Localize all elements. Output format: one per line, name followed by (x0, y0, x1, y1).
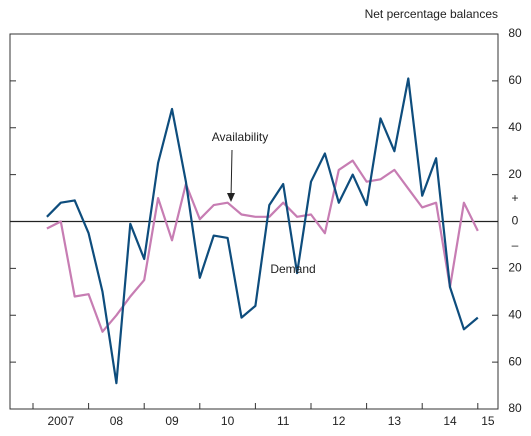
x-tick-label: 15 (481, 414, 495, 428)
series-label: Availability (212, 130, 268, 144)
annotation-arrow (230, 149, 233, 199)
series-line (46, 159, 479, 333)
series-line (46, 77, 479, 385)
minus-sign: – (512, 238, 519, 252)
y-tick-label: 80 (508, 401, 522, 415)
y-tick-label: 60 (508, 73, 522, 87)
y-tick-label: 40 (508, 120, 522, 134)
x-tick-label: 13 (388, 414, 402, 428)
plus-sign: + (511, 191, 518, 205)
y-axis-label: Net percentage balances (365, 7, 498, 21)
x-tick-label: 10 (221, 414, 235, 428)
y-tick-label: 80 (508, 26, 522, 40)
arrow-head (227, 193, 235, 202)
x-tick-label: 08 (110, 414, 124, 428)
x-tick-label: 11 (277, 414, 290, 428)
series-label: Demand (270, 262, 315, 276)
x-tick-label: 09 (165, 414, 179, 428)
x-tick-label: 2007 (47, 414, 74, 428)
y-tick-label: 60 (508, 354, 522, 368)
y-tick-label: 0 (512, 214, 519, 228)
y-tick-label: 20 (508, 261, 522, 275)
x-tick-label: 12 (332, 414, 346, 428)
y-tick-label: 20 (508, 167, 522, 181)
y-tick-label: 40 (508, 307, 522, 321)
x-tick-label: 14 (443, 414, 457, 428)
